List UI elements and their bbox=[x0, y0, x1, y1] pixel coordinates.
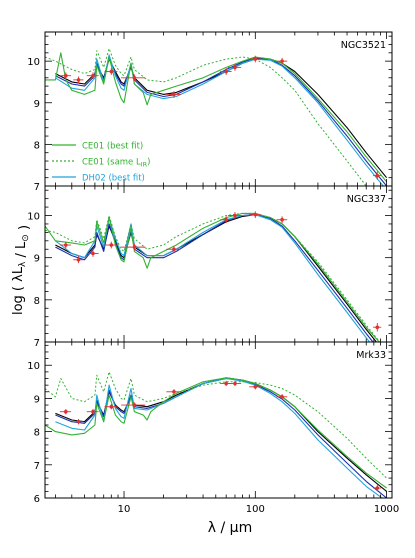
series-line-p0-s2 bbox=[55, 54, 384, 186]
series-line-p0-s1 bbox=[55, 56, 388, 186]
data-point bbox=[132, 75, 137, 80]
data-point bbox=[280, 394, 284, 399]
y-tick-label: 8 bbox=[34, 140, 40, 151]
panel-title: NGC3521 bbox=[341, 40, 386, 51]
series-line-p2-s0 bbox=[55, 377, 387, 492]
data-point bbox=[109, 69, 114, 74]
data-point bbox=[233, 381, 237, 386]
data-point bbox=[375, 325, 380, 330]
y-tick-label: 10 bbox=[27, 212, 40, 223]
data-point bbox=[280, 217, 284, 222]
series-line-p2-s1 bbox=[55, 377, 387, 498]
x-tick-label: 10 bbox=[118, 504, 131, 515]
y-tick-label: 8 bbox=[34, 428, 40, 439]
y-tick-label: 7 bbox=[34, 338, 40, 349]
data-point bbox=[63, 243, 68, 247]
x-tick-label: 100 bbox=[246, 504, 265, 515]
y-tick-label: 9 bbox=[34, 394, 40, 405]
series-line-p0-s4 bbox=[45, 48, 367, 186]
data-point bbox=[132, 403, 137, 407]
series-line-p2-s4 bbox=[45, 371, 387, 479]
x-tick-label: 1000 bbox=[374, 504, 399, 515]
y-axis-label: log ( λLλ / L⊙ ) bbox=[11, 225, 32, 315]
data-point bbox=[63, 73, 68, 78]
y-tick-label: 9 bbox=[34, 99, 40, 110]
data-point bbox=[253, 57, 258, 61]
series-line-p2-s3 bbox=[45, 377, 387, 489]
panel-frame bbox=[44, 185, 393, 343]
data-point bbox=[63, 409, 68, 414]
data-point bbox=[224, 217, 228, 222]
panel-title: Mrk33 bbox=[356, 350, 386, 361]
panel-title: NGC337 bbox=[347, 194, 386, 205]
legend-label: CE01 (best fit) bbox=[82, 142, 143, 152]
y-tick-label: 6 bbox=[34, 494, 40, 505]
data-point bbox=[76, 257, 81, 262]
data-point bbox=[76, 78, 81, 82]
y-tick-label: 10 bbox=[27, 57, 40, 68]
y-tick-label: 7 bbox=[34, 182, 40, 193]
legend-label: CE01 (same LIR) bbox=[82, 158, 151, 169]
data-point bbox=[375, 486, 380, 490]
data-point bbox=[224, 381, 228, 386]
data-point bbox=[233, 65, 237, 70]
data-point bbox=[253, 212, 258, 217]
data-point bbox=[233, 213, 237, 218]
data-point bbox=[91, 409, 95, 414]
y-tick-label: 7 bbox=[34, 461, 40, 472]
data-point bbox=[91, 73, 95, 78]
data-point bbox=[172, 389, 176, 394]
data-point bbox=[76, 419, 81, 424]
y-tick-label: 9 bbox=[34, 254, 40, 265]
data-point bbox=[132, 245, 137, 249]
data-point bbox=[224, 69, 228, 74]
y-tick-label: 8 bbox=[34, 296, 40, 307]
series-line-p1-s1 bbox=[55, 213, 374, 342]
data-point bbox=[280, 59, 284, 63]
series-line-p2-s2 bbox=[55, 377, 384, 498]
data-point bbox=[109, 404, 114, 409]
data-point bbox=[172, 92, 176, 97]
data-point bbox=[91, 251, 95, 256]
legend-label: DH02 (best fit) bbox=[82, 174, 145, 184]
data-point bbox=[253, 385, 258, 389]
data-point bbox=[109, 243, 114, 247]
y-tick-label: 10 bbox=[27, 361, 40, 372]
data-point bbox=[375, 173, 380, 178]
panel-frame bbox=[44, 341, 393, 499]
data-point bbox=[172, 247, 176, 252]
x-axis-label: λ / μm bbox=[208, 520, 252, 536]
